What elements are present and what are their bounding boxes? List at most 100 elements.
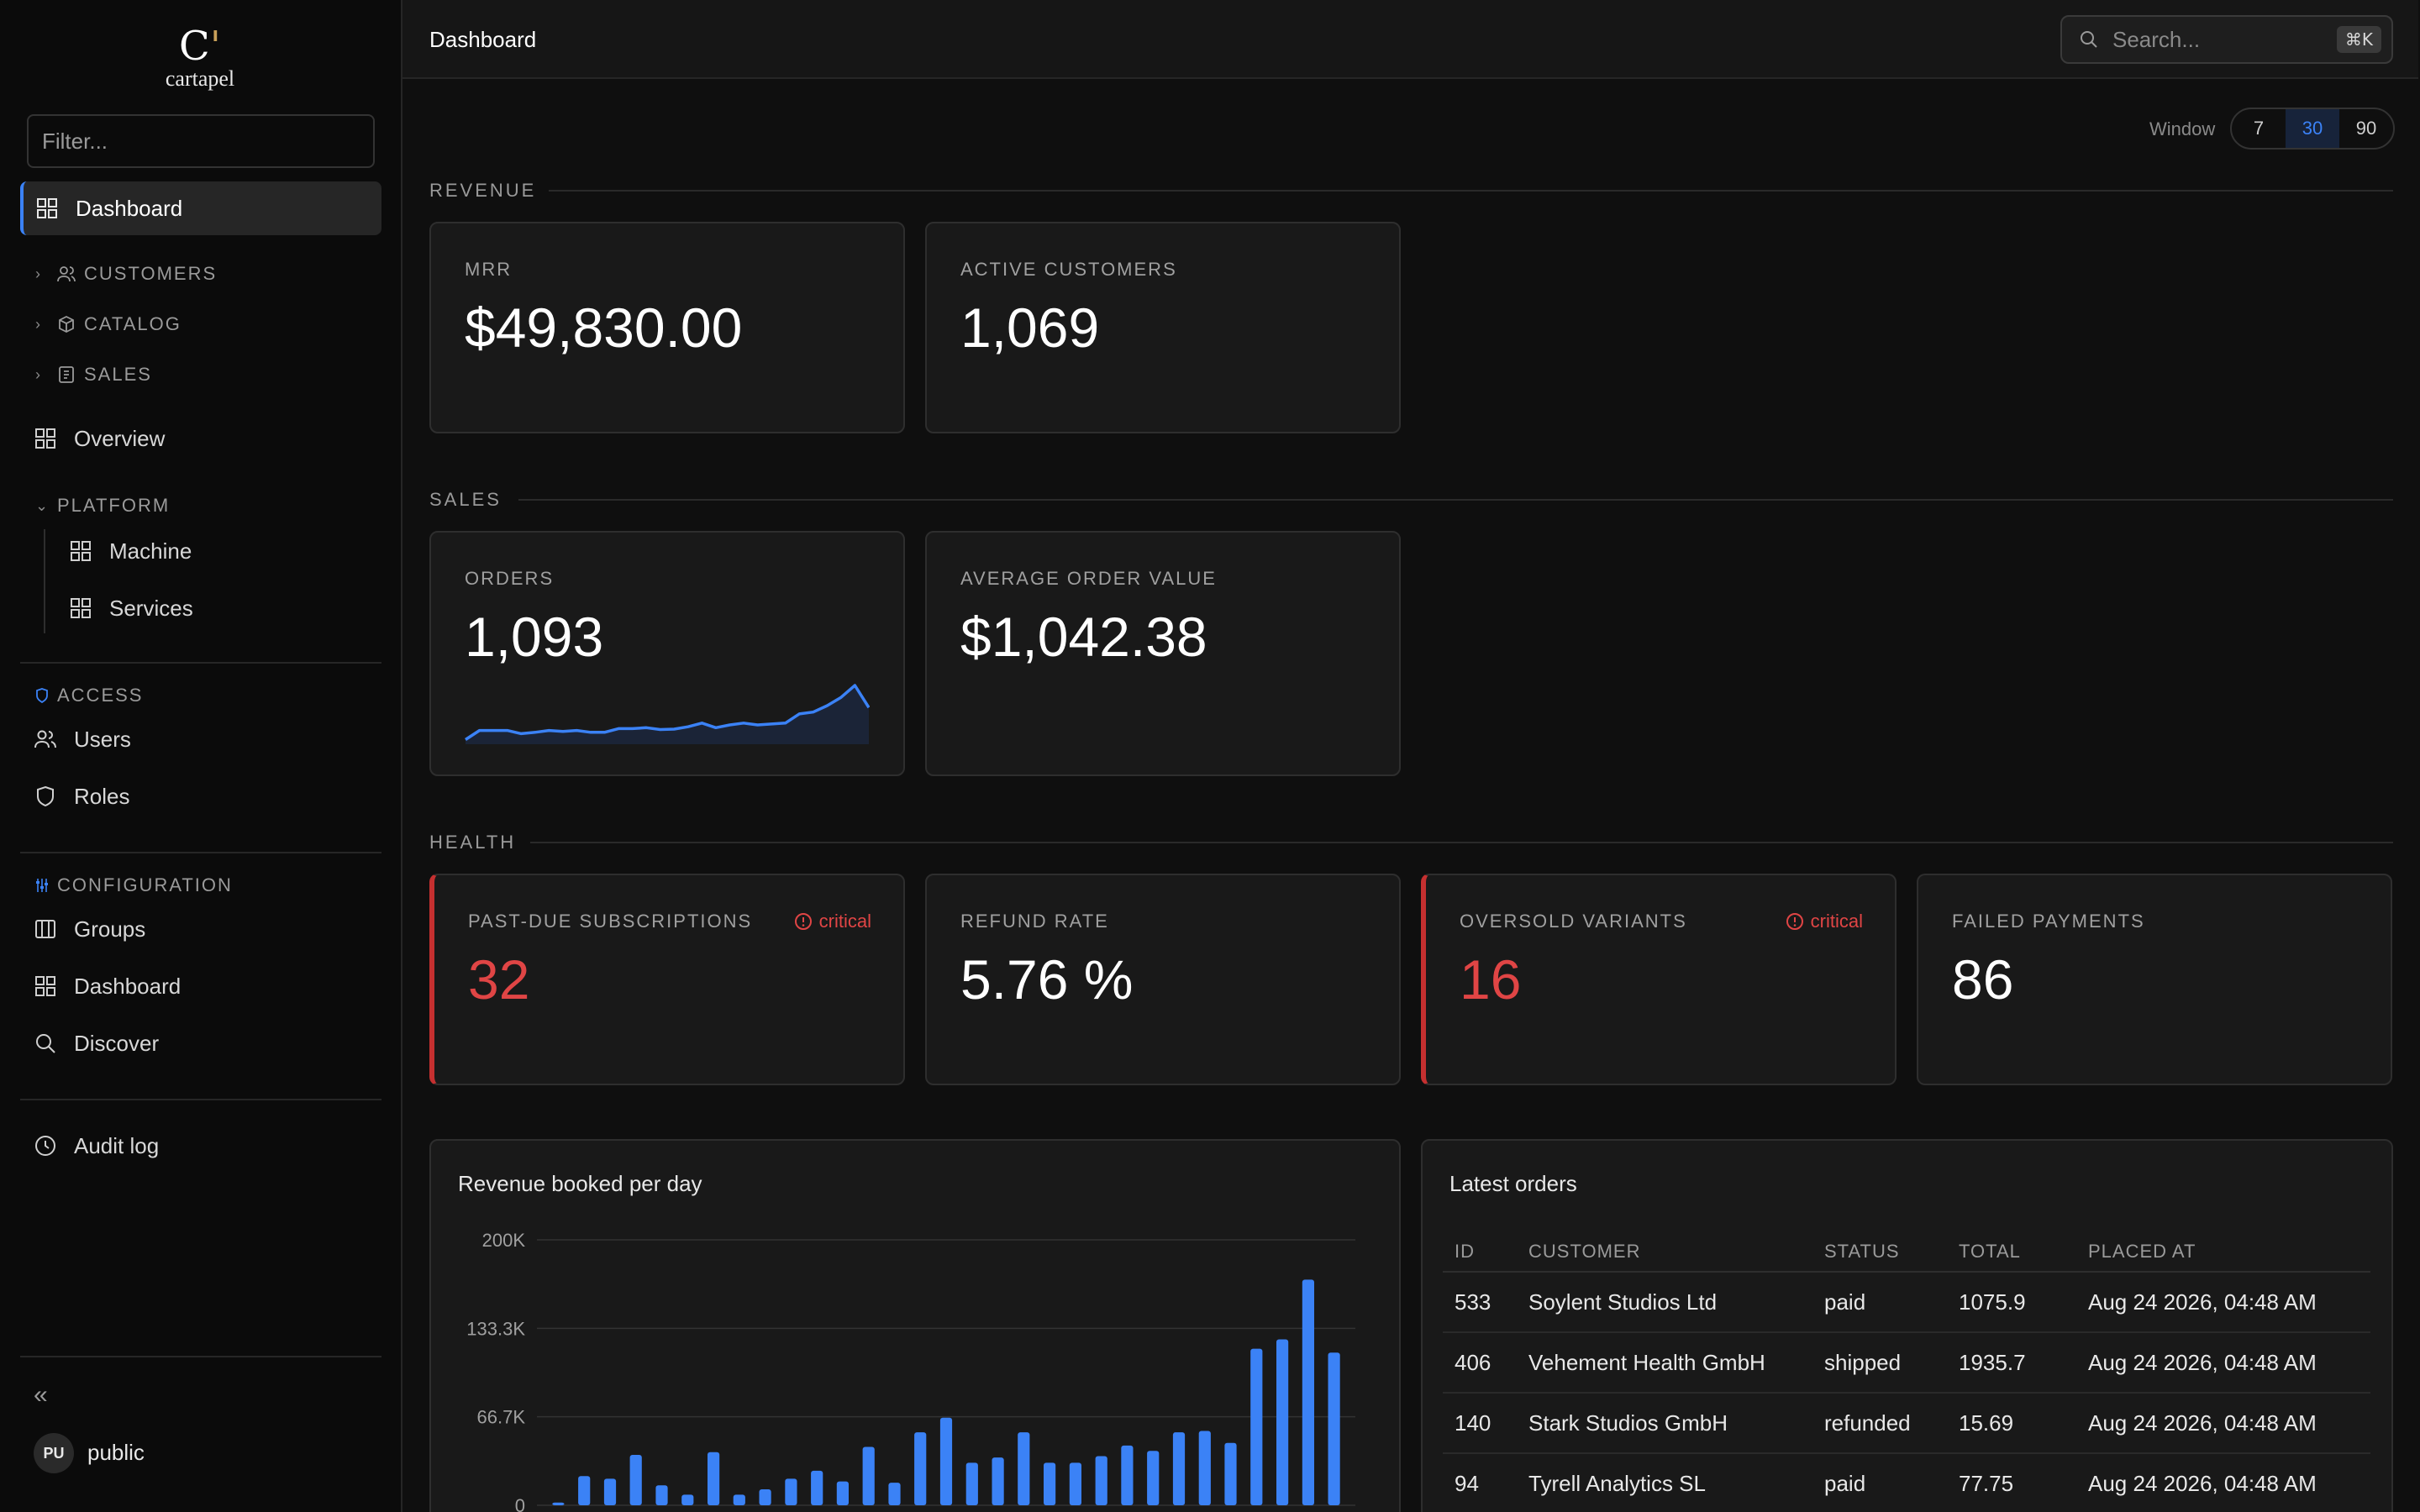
kpi-card-past-due-subscriptions: PAST-DUE SUBSCRIPTIONS critical 32	[429, 874, 905, 1085]
topbar: Dashboard Search... ⌘K	[402, 0, 2418, 79]
sidebar-item-services[interactable]: Services	[69, 581, 193, 635]
bar[interactable]	[759, 1489, 771, 1505]
bar[interactable]	[1147, 1451, 1160, 1505]
bar[interactable]	[888, 1483, 901, 1505]
bar[interactable]	[1069, 1462, 1081, 1505]
bar[interactable]	[603, 1478, 617, 1505]
kpi-card-active-customers: ACTIVE CUSTOMERS 1,069	[925, 222, 1401, 433]
sidebar-group-customers[interactable]: › CUSTOMERS	[35, 257, 217, 291]
app-logo[interactable]: C' cartapel	[160, 25, 240, 92]
kpi-label: ORDERS	[465, 568, 555, 589]
bar[interactable]	[1198, 1431, 1211, 1506]
section-divider	[530, 842, 2393, 843]
window-selector: 7 30 90	[2230, 108, 2395, 150]
bar[interactable]	[1044, 1462, 1056, 1505]
bar[interactable]	[992, 1457, 1004, 1505]
cell-id: 94	[1443, 1453, 1517, 1512]
bar[interactable]	[681, 1494, 694, 1505]
users-icon	[57, 265, 76, 283]
column-header-status[interactable]: STATUS	[1812, 1231, 1947, 1273]
table-row[interactable]: 94 Tyrell Analytics SL paid 77.75 Aug 24…	[1443, 1453, 2370, 1512]
sidebar-group-sales[interactable]: › SALES	[35, 358, 152, 391]
bar[interactable]	[811, 1470, 823, 1505]
table-row[interactable]: 533 Soylent Studios Ltd paid 1075.9 Aug …	[1443, 1272, 2370, 1333]
sidebar-item-groups[interactable]: Groups	[34, 902, 145, 956]
bar[interactable]	[733, 1494, 745, 1505]
bar[interactable]	[655, 1485, 668, 1505]
alert-circle-icon	[794, 912, 813, 931]
cell-customer: Vehement Health GmbH	[1517, 1332, 1812, 1394]
bar[interactable]	[1121, 1445, 1134, 1505]
page-title: Dashboard	[429, 27, 537, 52]
search-shortcut-badge: ⌘K	[2336, 26, 2381, 53]
column-header-placed-at[interactable]: PLACED AT	[2076, 1231, 2370, 1273]
columns-icon	[34, 917, 57, 941]
users-icon	[34, 727, 57, 751]
sidebar: C' cartapel Dashboard › CUSTOMERS › CATA…	[0, 0, 402, 1512]
table-row[interactable]: 140 Stark Studios GmbH refunded 15.69 Au…	[1443, 1393, 2370, 1454]
bar[interactable]	[552, 1502, 565, 1505]
sidebar-item-overview[interactable]: Overview	[34, 412, 165, 465]
column-header-id[interactable]: ID	[1443, 1231, 1517, 1273]
user-name[interactable]: public	[87, 1440, 145, 1465]
bar[interactable]	[1172, 1432, 1186, 1505]
section-label-sales: SALES	[429, 489, 502, 510]
kpi-value: 86	[1952, 948, 2014, 1011]
cell-status: paid	[1812, 1453, 1947, 1512]
window-option-30[interactable]: 30	[2286, 109, 2339, 148]
kpi-card-failed-payments: FAILED PAYMENTS 86	[1917, 874, 2392, 1085]
window-option-90[interactable]: 90	[2355, 118, 2377, 139]
bar[interactable]	[914, 1432, 927, 1505]
kpi-label: OVERSOLD VARIANTS	[1460, 911, 1687, 932]
bar[interactable]	[629, 1455, 642, 1505]
grid-icon	[34, 974, 57, 998]
section-divider	[549, 190, 2393, 192]
sidebar-item-label: Audit log	[74, 1132, 160, 1158]
sidebar-group-platform[interactable]: ⌄ PLATFORM	[35, 489, 170, 522]
chevron-right-icon: ›	[35, 365, 42, 383]
sidebar-divider	[20, 662, 381, 664]
sidebar-group-catalog[interactable]: › CATALOG	[35, 307, 182, 341]
column-header-customer[interactable]: CUSTOMER	[1517, 1231, 1812, 1273]
main-content: Dashboard Search... ⌘K Window 7 30 90 RE…	[402, 0, 2420, 1512]
sidebar-divider	[20, 1099, 381, 1100]
sidebar-item-config-dashboard[interactable]: Dashboard	[34, 959, 181, 1013]
sidebar-group-label: CUSTOMERS	[84, 263, 218, 284]
sidebar-item-machine[interactable]: Machine	[69, 524, 192, 578]
avatar[interactable]: PU	[34, 1433, 74, 1473]
bar[interactable]	[1018, 1432, 1030, 1505]
sidebar-item-audit-log[interactable]: Audit log	[34, 1119, 159, 1173]
kpi-label: REFUND RATE	[960, 911, 1109, 932]
window-option-7[interactable]: 7	[2253, 118, 2265, 139]
bar[interactable]	[785, 1478, 797, 1505]
bar[interactable]	[708, 1452, 720, 1505]
bar[interactable]	[578, 1476, 591, 1505]
window-label: Window	[2149, 118, 2216, 139]
clock-icon	[34, 1134, 57, 1158]
critical-badge: critical	[1786, 911, 1863, 932]
bar[interactable]	[1250, 1348, 1263, 1505]
bar[interactable]	[1276, 1339, 1289, 1506]
table-row[interactable]: 406 Vehement Health GmbH shipped 1935.7 …	[1443, 1332, 2370, 1394]
sidebar-filter-input[interactable]	[27, 114, 375, 168]
cell-customer: Stark Studios GmbH	[1517, 1393, 1812, 1454]
bar[interactable]	[1328, 1352, 1340, 1505]
sidebar-item-discover[interactable]: Discover	[34, 1016, 159, 1070]
bar[interactable]	[836, 1481, 849, 1505]
logo-text: cartapel	[165, 66, 235, 91]
column-header-total[interactable]: TOTAL	[1947, 1231, 2076, 1273]
sidebar-item-users[interactable]: Users	[34, 712, 131, 766]
bar[interactable]	[939, 1417, 953, 1505]
badge-label: critical	[1810, 911, 1863, 932]
bar[interactable]	[862, 1446, 875, 1506]
bar[interactable]	[1095, 1456, 1107, 1506]
sidebar-item-roles[interactable]: Roles	[34, 769, 129, 823]
bar[interactable]	[1224, 1442, 1237, 1505]
bar[interactable]	[1302, 1279, 1314, 1505]
collapse-sidebar-icon[interactable]: «	[34, 1381, 48, 1409]
sidebar-item-dashboard[interactable]: Dashboard	[20, 181, 381, 235]
grid-icon	[69, 539, 92, 563]
bar[interactable]	[965, 1462, 978, 1505]
cell-total: 1075.9	[1947, 1272, 2076, 1333]
search-input[interactable]: Search... ⌘K	[2060, 15, 2393, 64]
